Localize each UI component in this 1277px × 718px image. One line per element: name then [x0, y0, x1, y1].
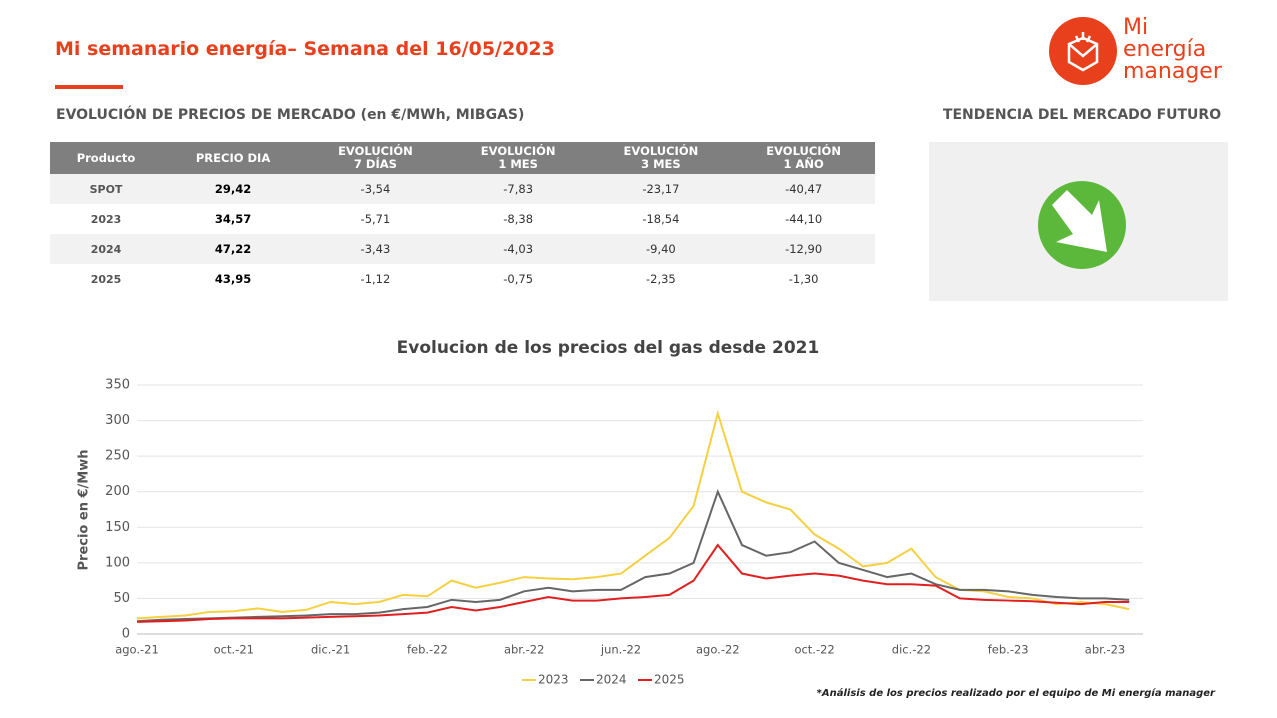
trend-box	[929, 142, 1228, 301]
table-cell: -18,54	[642, 212, 680, 226]
price-table: Producto PRECIO DIA EVOLUCIÓN 7 DÍAS EVOLUC…	[50, 142, 875, 294]
table-cell: -23,17	[589, 174, 733, 204]
table-title: EVOLUCIÓN DE PRECIOS DE MERCADO (en €/MW…	[56, 107, 525, 123]
column-header: EVOLUCIÓN 1 MES	[446, 142, 590, 174]
x-tick-label: ago.-22	[696, 643, 740, 657]
series-line	[136, 409, 1130, 620]
table-cell: -44,10	[785, 212, 823, 226]
x-tick-label: abr.-22	[504, 643, 544, 657]
y-tick-label: 50	[113, 591, 130, 606]
chart-title: Evolucion de los precios del gas desde 2…	[397, 338, 820, 358]
table-cell: -5,71	[360, 212, 391, 226]
table-cell: -40,47	[732, 174, 875, 204]
table-row: 2024 47,22 -3,43 -4,03 -9,40 -12,90	[50, 234, 875, 264]
y-tick-label: 200	[105, 484, 130, 499]
logo: Mi energía manager	[1049, 15, 1223, 85]
table-cell: -8,38	[503, 212, 534, 226]
table-cell: -4,03	[446, 234, 590, 264]
table-cell: 2023	[90, 212, 122, 226]
x-tick-label: feb.-23	[988, 643, 1029, 657]
table-cell: 29,42	[162, 174, 305, 204]
table-cell: -3,54	[304, 174, 447, 204]
y-tick-label: 150	[105, 520, 130, 535]
column-header: EVOLUCIÓN 3 MES	[589, 142, 733, 174]
table-cell: -7,83	[446, 174, 590, 204]
x-tick-label: jun.-22	[600, 643, 641, 657]
table-row: SPOT 29,42 -3,54 -7,83 -23,17 -40,47	[50, 174, 875, 204]
table-row: 2025 43,95 -1,12 -0,75 -2,35 -1,30	[50, 264, 875, 294]
legend-label: 2024	[596, 673, 627, 687]
y-tick-label: 250	[105, 449, 130, 464]
x-tick-label: dic.-21	[311, 643, 350, 657]
legend-label: 2025	[654, 673, 685, 687]
page-title: Mi semanario energía– Semana del 16/05/2…	[55, 38, 555, 60]
table-cell: 2025	[90, 272, 122, 286]
y-tick-label: 100	[105, 555, 130, 570]
x-tick-label: oct.-21	[214, 643, 254, 657]
column-header: Producto	[50, 142, 163, 174]
legend-label: 2023	[538, 673, 569, 687]
y-tick-label: 0	[122, 627, 130, 642]
column-header: PRECIO DIA	[162, 142, 305, 174]
table-cell: SPOT	[50, 174, 163, 204]
logo-text: energía	[1123, 37, 1206, 62]
table-cell: -0,75	[503, 272, 534, 286]
y-tick-label: 300	[105, 413, 130, 428]
x-tick-label: oct.-22	[794, 643, 834, 657]
table-cell: 34,57	[214, 212, 252, 226]
table-cell: 2024	[50, 234, 163, 264]
table-cell: -12,90	[732, 234, 875, 264]
table-cell: -3,43	[304, 234, 447, 264]
x-tick-label: abr.-23	[1085, 643, 1125, 657]
series-line	[136, 543, 1130, 623]
x-tick-label: dic.-22	[892, 643, 931, 657]
title-underline	[55, 85, 123, 89]
y-axis-label: Precio en €/Mwh	[77, 450, 92, 571]
table-cell: 43,95	[214, 272, 252, 286]
table-row: 2023 34,57 -5,71 -8,38 -18,54 -44,10	[50, 204, 875, 234]
x-tick-label: feb.-22	[407, 643, 448, 657]
y-tick-label: 350	[105, 378, 130, 393]
series-line	[136, 488, 1130, 623]
trend-title: TENDENCIA DEL MERCADO FUTURO	[942, 107, 1222, 123]
table-cell: -2,35	[645, 272, 676, 286]
table-cell: 47,22	[162, 234, 305, 264]
column-header: EVOLUCIÓN 1 AÑO	[732, 142, 875, 174]
footnote: *Análisis de los precios realizado por e…	[816, 688, 1215, 699]
trend-icon	[1038, 181, 1126, 269]
logo-text: manager	[1123, 59, 1223, 84]
column-header: EVOLUCIÓN 7 DÍAS	[304, 142, 447, 174]
table-cell: -9,40	[589, 234, 733, 264]
table-cell: -1,30	[788, 272, 819, 286]
logo-text: Mi	[1123, 15, 1148, 40]
x-tick-label: ago.-21	[115, 643, 159, 657]
chart: Evolucion de los precios del gas desde 2…	[77, 338, 1143, 687]
table-cell: -1,12	[360, 272, 391, 286]
